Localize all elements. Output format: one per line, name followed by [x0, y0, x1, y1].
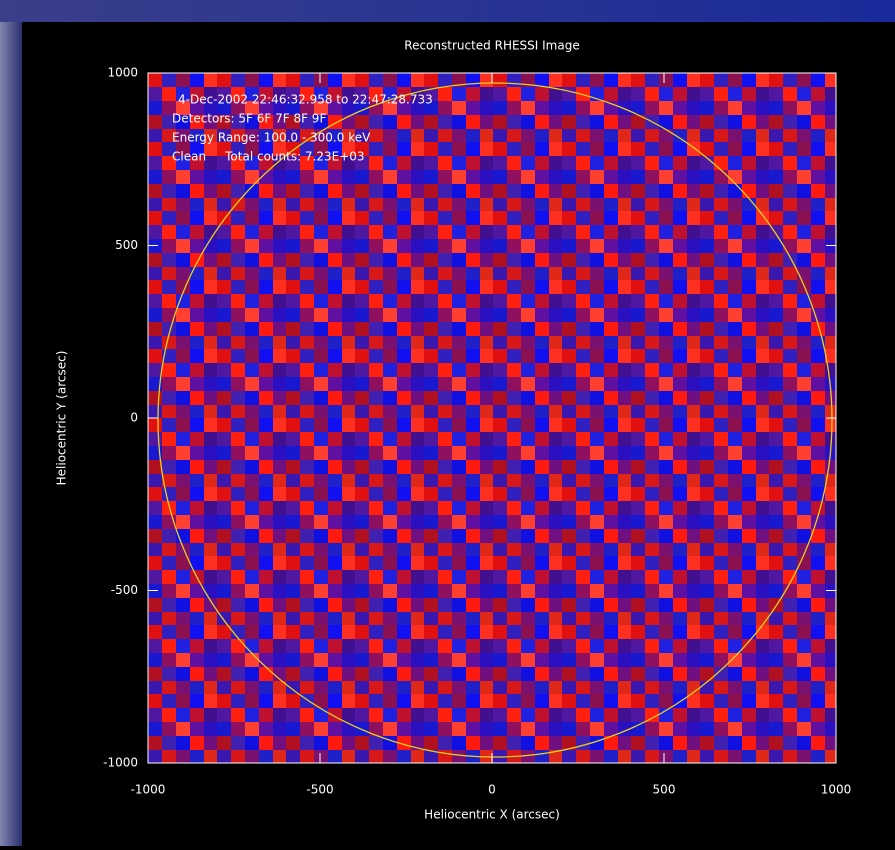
x-tick-label: -500	[306, 783, 333, 797]
x-tick-label: 500	[653, 783, 676, 797]
annotation: Detectors: 5F 6F 7F 8F 9F	[172, 112, 326, 126]
x-axis-label: Heliocentric X (arcsec)	[424, 808, 560, 822]
x-tick-label: 0	[488, 783, 496, 797]
x-tick-label: 1000	[821, 783, 852, 797]
annotation: Energy Range: 100.0 - 300.0 keV	[172, 131, 371, 145]
slide-edge	[0, 0, 22, 846]
y-tick-label: -1000	[103, 756, 138, 770]
y-tick-label: 0	[130, 411, 138, 425]
annotation: Clean Total counts: 7.23E+03	[172, 150, 365, 164]
y-tick-label: -500	[111, 583, 138, 597]
annotation: 4-Dec-2002 22:46:32.958 to 22:47:28.733	[178, 93, 433, 107]
slide-edge	[0, 0, 895, 22]
x-tick-label: -1000	[131, 783, 166, 797]
chart: Reconstructed RHESSI Image Heliocentric …	[0, 0, 895, 846]
chart-title: Reconstructed RHESSI Image	[404, 39, 579, 53]
page: Reconstructed RHESSI Image Heliocentric …	[0, 0, 895, 846]
y-axis-label: Heliocentric Y (arcsec)	[55, 351, 69, 486]
y-tick-label: 1000	[107, 66, 138, 80]
y-tick-label: 500	[115, 238, 138, 252]
